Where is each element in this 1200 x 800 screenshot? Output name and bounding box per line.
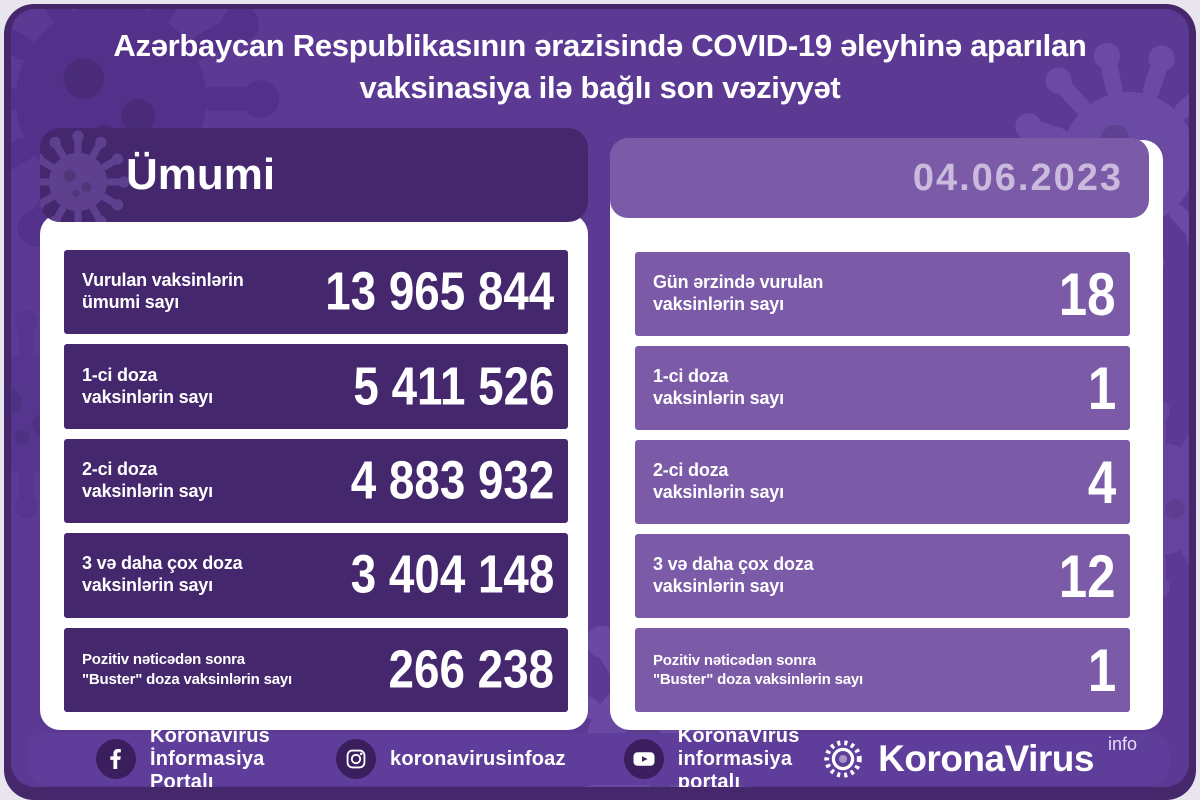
stat-row-total: Vurulan vaksinlərin ümumi sayı 13 965 84…	[64, 250, 568, 335]
koronavirus-info-logo[interactable]: KoronaVirus info	[820, 734, 1137, 782]
infographic-card: Azərbaycan Respublikasının ərazisində CO…	[11, 9, 1189, 787]
stat-value: 4 883 932	[350, 450, 554, 512]
stat-row-daily-dose1: 1-ci doza vaksinlərin sayı 1	[635, 346, 1130, 430]
stat-label: 3 və daha çox doza vaksinlərin sayı	[82, 553, 243, 596]
stat-row-dose2: 2-ci doza vaksinlərin sayı 4 883 932	[64, 438, 568, 524]
date-value: 04.06.2023	[912, 156, 1123, 199]
totals-header-label: Ümumi	[126, 150, 276, 199]
instagram-label: koronavirusinfoaz	[390, 747, 566, 770]
daily-column: 04.06.2023 Gün ərzində vurulan vaksinlər…	[610, 138, 1163, 730]
stat-value: 13 965 844	[324, 262, 554, 323]
stat-row-daily-booster: Pozitiv nəticədən sonra "Buster" doza va…	[635, 628, 1130, 712]
youtube-icon	[623, 739, 664, 779]
stat-value: 3 404 148	[350, 545, 554, 606]
facebook-icon	[96, 739, 136, 779]
totals-header: Ümumi	[40, 128, 588, 222]
stat-value: 266 238	[388, 639, 554, 700]
youtube-label: KoronaVirus informasiya portalı	[677, 724, 800, 788]
stat-label: Vurulan vaksinlərin ümumi sayı	[82, 270, 244, 313]
stat-label: 1-ci doza vaksinlərin sayı	[653, 366, 784, 408]
stat-label: 2-ci doza vaksinlərin sayı	[653, 460, 784, 502]
facebook-label: Koronavirus İnformasiya Portalı	[150, 724, 271, 788]
stat-value: 4	[1087, 448, 1116, 516]
virus-decoration-icon	[40, 130, 130, 222]
brand-superscript: info	[1107, 734, 1137, 754]
stat-value: 1	[1087, 354, 1116, 422]
page-title: Azərbaycan Respublikasının ərazisində CO…	[61, 25, 1139, 109]
stat-row-daily-dose3plus: 3 və daha çox doza vaksinlərin sayı 12	[635, 534, 1130, 618]
stat-row-dose1: 1-ci doza vaksinlərin sayı 5 411 526	[64, 344, 568, 429]
totals-column: Ümumi Vurulan vaksinlərin ümumi sayı 13 …	[40, 128, 588, 730]
stat-value: 5 411 526	[352, 356, 554, 417]
instagram-link[interactable]: koronavirusinfoaz	[336, 739, 566, 779]
title-line-1: Azərbaycan Respublikasının ərazisində CO…	[113, 28, 1087, 63]
stat-label: Pozitiv nəticədən sonra "Buster" doza va…	[82, 651, 292, 688]
daily-panel: Gün ərzində vurulan vaksinlərin sayı 18 …	[610, 140, 1163, 730]
stat-label: 3 və daha çox doza vaksinlərin sayı	[653, 554, 814, 596]
stat-row-daily-total: Gün ərzində vurulan vaksinlərin sayı 18	[635, 252, 1130, 336]
facebook-link[interactable]: Koronavirus İnformasiya Portalı	[96, 724, 278, 788]
stat-value: 18	[1059, 260, 1116, 328]
instagram-icon	[336, 739, 377, 779]
stat-label: Gün ərzində vurulan vaksinlərin sayı	[653, 272, 824, 314]
date-bar: 04.06.2023	[610, 138, 1149, 218]
stat-value: 12	[1059, 542, 1116, 610]
virus-logo-icon	[824, 740, 862, 778]
stat-label: 1-ci doza vaksinlərin sayı	[82, 364, 213, 407]
brand-name: KoronaVirus	[878, 738, 1094, 779]
stat-value: 1	[1087, 636, 1116, 704]
stat-label: Pozitiv nəticədən sonra "Buster" doza va…	[653, 651, 863, 689]
footer-bar: Koronavirus İnformasiya Portalı koronavi…	[28, 725, 1169, 787]
stat-label: 2-ci doza vaksinlərin sayı	[82, 459, 213, 502]
title-line-2: vaksinasiya ilə bağlı son vəziyyət	[359, 70, 841, 105]
stat-row-booster: Pozitiv nəticədən sonra "Buster" doza va…	[64, 627, 568, 713]
stat-row-dose3plus: 3 və daha çox doza vaksinlərin sayı 3 40…	[64, 533, 568, 618]
stat-row-daily-dose2: 2-ci doza vaksinlərin sayı 4	[635, 440, 1130, 524]
totals-panel: Vurulan vaksinlərin ümumi sayı 13 965 84…	[40, 214, 588, 730]
youtube-link[interactable]: KoronaVirus informasiya portalı	[623, 724, 806, 788]
